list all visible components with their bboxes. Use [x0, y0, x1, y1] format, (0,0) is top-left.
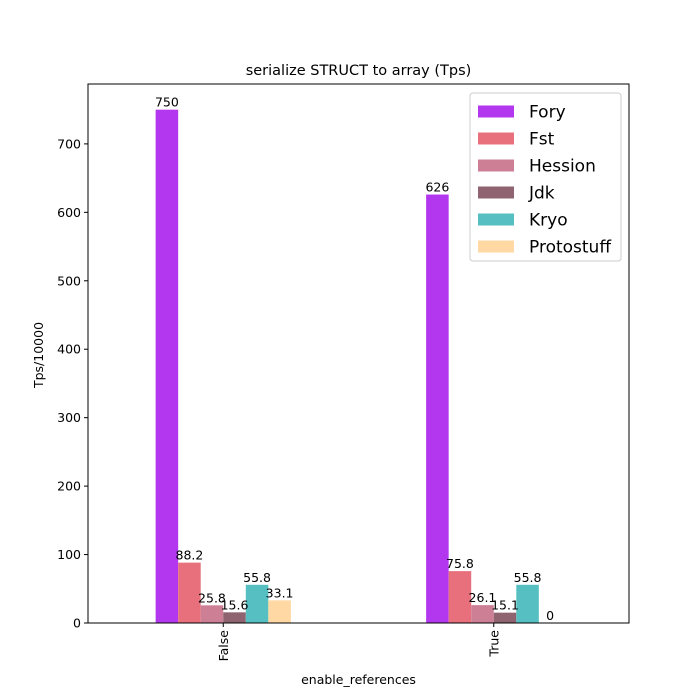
bar-value-label: 55.8 — [243, 570, 271, 585]
x-tick-label-true: True — [486, 630, 501, 658]
bar-fory-false — [155, 109, 179, 623]
y-tick-label: 500 — [57, 273, 81, 288]
y-tick-label: 100 — [57, 547, 81, 562]
chart-title: serialize STRUCT to array (Tps) — [246, 63, 472, 79]
bars-group — [155, 109, 539, 623]
legend-swatch-hession — [478, 159, 514, 172]
y-tick-label: 300 — [57, 410, 81, 425]
bar-value-label: 750 — [155, 95, 179, 110]
bar-fst-true — [448, 571, 472, 623]
x-axis-label: enable_references — [301, 672, 416, 687]
bar-value-label: 0 — [546, 608, 554, 623]
bar-kryo-false — [245, 584, 269, 623]
legend: Fory Fst Hession Jdk Kryo Protostuff — [469, 92, 622, 262]
legend-swatch-jdk — [478, 186, 514, 199]
bar-jdk-false — [223, 612, 246, 623]
bar-hession-true — [471, 605, 494, 623]
legend-label-jdk: Jdk — [528, 184, 555, 204]
bar-fst-false — [178, 562, 201, 623]
bar-jdk-true — [493, 612, 517, 623]
bar-protostuff-false — [268, 600, 291, 623]
y-tick-label: 0 — [73, 616, 81, 631]
plot-frame — [87, 83, 630, 624]
y-tick-label: 600 — [57, 205, 81, 220]
bar-value-label: 626 — [425, 180, 449, 195]
bar-kryo-true — [516, 584, 539, 623]
y-tick-label: 200 — [57, 479, 81, 494]
bar-value-label: 88.2 — [176, 548, 204, 563]
y-axis-label: Tps/10000 — [31, 322, 46, 389]
bar-value-label: 26.1 — [469, 590, 497, 605]
y-tick-label: 700 — [57, 136, 81, 151]
legend-label-fst: Fst — [529, 130, 555, 150]
legend-label-fory: Fory — [529, 103, 566, 123]
legend-swatch-protostuff — [478, 240, 514, 253]
bar-value-label: 15.1 — [491, 598, 519, 613]
y-tick-label: 400 — [57, 342, 81, 357]
legend-swatch-fst — [478, 132, 514, 145]
x-tick-label-false: False — [216, 630, 231, 662]
bar-hession-false — [200, 605, 224, 623]
legend-label-hession: Hession — [529, 157, 596, 177]
legend-swatch-kryo — [478, 213, 514, 226]
bar-value-label: 15.6 — [221, 597, 249, 612]
bar-value-label: 55.8 — [514, 570, 542, 585]
axes-group: 0 100 200 300 400 500 600 700 False True — [57, 83, 630, 662]
bar-value-label: 75.8 — [446, 556, 474, 571]
bar-fory-true — [426, 194, 449, 623]
legend-swatch-fory — [478, 105, 514, 118]
bar-value-label: 25.8 — [198, 590, 226, 605]
legend-label-kryo: Kryo — [529, 211, 568, 231]
bar-value-label: 33.1 — [266, 585, 294, 600]
legend-label-protostuff: Protostuff — [529, 238, 612, 258]
